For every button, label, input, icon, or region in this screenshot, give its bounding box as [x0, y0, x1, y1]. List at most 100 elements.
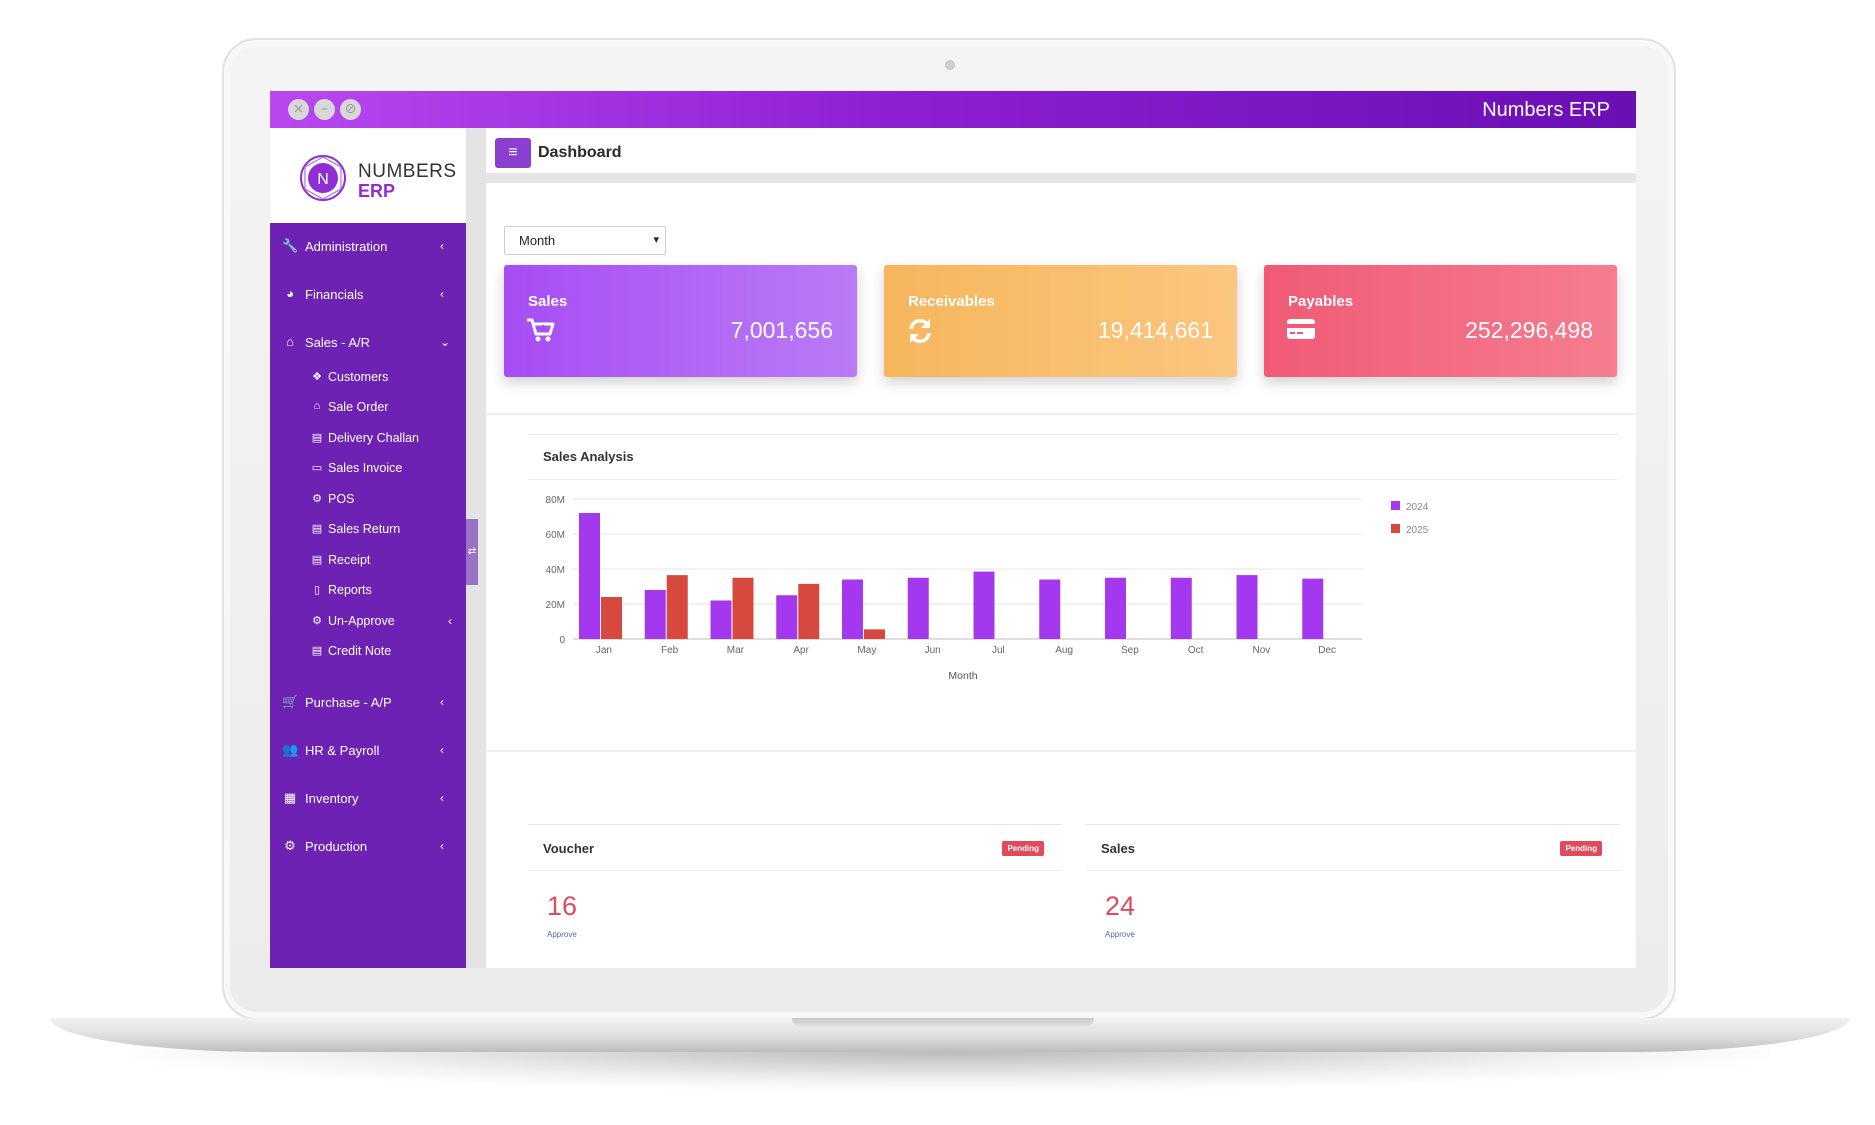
legend-label-2025: 2025 — [1406, 525, 1429, 536]
bar-2024-mar — [710, 600, 732, 639]
x-tick-label: May — [857, 645, 876, 656]
sidebar: N NUMBERS ERP 🔧 Administration ‹ ◕ Finan… — [270, 128, 466, 968]
bank-icon: ⌂ — [313, 400, 321, 412]
home-icon: ⌂ — [286, 334, 294, 349]
panel-title: Voucher — [543, 841, 595, 856]
sidebar-item-label: Financials — [305, 287, 364, 302]
submenu-item-label: Credit Note — [328, 644, 392, 658]
sales-analysis-panel: Sales Analysis 0 20M 40M 60M 80M Jan Feb Mar Apr… — [528, 434, 1618, 734]
kpi-card-payables[interactable]: Payables 252,296,498 — [1264, 265, 1617, 377]
sidebar-item-hr-payroll[interactable]: 👥 HR & Payroll ‹ — [270, 735, 466, 765]
document-icon: ▤ — [311, 432, 323, 444]
submenu-item-pos[interactable]: ⚙ POS — [270, 486, 466, 512]
submenu-item-credit-note[interactable]: ▤ Credit Note — [270, 638, 466, 664]
users-icon: 👥 — [282, 742, 299, 757]
page-header: ≡ Dashboard — [486, 128, 1636, 183]
sales-pending-panel: Sales Pending 24 Approve — [1086, 824, 1620, 944]
wrench-icon: 🔧 — [282, 238, 299, 253]
sidebar-item-production[interactable]: ⚙ Production ‹ — [270, 831, 466, 861]
submenu-item-label: Un-Approve — [328, 614, 395, 628]
window-minimize-button[interactable]: – — [314, 99, 335, 120]
bar-2024-aug — [1039, 579, 1061, 639]
y-tick-label: 60M — [546, 530, 565, 541]
voucher-pending-count[interactable]: 16 — [547, 891, 578, 921]
y-tick-label: 0 — [559, 635, 565, 646]
bar-2024-oct — [1170, 577, 1192, 639]
hamburger-menu-button[interactable]: ≡ — [495, 138, 531, 168]
bar-2025-may — [864, 629, 885, 639]
bar-2024-feb — [644, 590, 666, 639]
kpi-card-receivables[interactable]: Receivables 19,414,661 — [884, 265, 1237, 377]
kpi-title: Receivables — [908, 293, 995, 310]
submenu-item-sales-invoice[interactable]: ▭ Sales Invoice — [270, 455, 466, 481]
chevron-left-icon: ‹ — [440, 695, 444, 709]
main-content: ≡ Dashboard Month ▾ Sales 7,001,656 Rece… — [486, 128, 1636, 968]
laptop-camera — [945, 60, 955, 70]
bar-2025-apr — [798, 583, 820, 639]
warehouse-icon: ▦ — [283, 790, 297, 805]
submenu-item-label: Sale Order — [328, 400, 389, 414]
y-tick-label: 20M — [546, 600, 565, 611]
sidebar-item-purchase-ap[interactable]: 🛒 Purchase - A/P ‹ — [270, 687, 466, 717]
approve-link[interactable]: Approve — [1105, 930, 1135, 939]
submenu-item-customers[interactable]: ❖ Customers — [270, 364, 466, 390]
chevron-down-icon: ▾ — [653, 234, 659, 246]
submenu-item-label: Sales Invoice — [328, 461, 403, 475]
x-tick-label: Feb — [661, 645, 679, 656]
submenu-item-sale-order[interactable]: ⌂ Sale Order — [270, 394, 466, 420]
sidebar-item-label: HR & Payroll — [305, 743, 380, 758]
kpi-card-sales[interactable]: Sales 7,001,656 — [504, 265, 857, 377]
approve-link[interactable]: Approve — [547, 930, 577, 939]
sidebar-item-financials[interactable]: ◕ Financials ‹ — [270, 279, 466, 309]
window-close-button[interactable]: × — [288, 99, 309, 120]
kpi-value: 252,296,498 — [1465, 317, 1593, 343]
x-tick-label: Aug — [1055, 645, 1073, 656]
sidebar-collapse-handle[interactable]: ⇄ — [466, 519, 478, 585]
submenu-item-delivery-challan[interactable]: ▤ Delivery Challan — [270, 425, 466, 451]
period-select[interactable]: Month ▾ — [504, 226, 666, 255]
submenu-item-reports[interactable]: ▯ Reports — [270, 577, 466, 603]
submenu-item-label: Receipt — [328, 553, 371, 567]
document-icon: ▤ — [311, 554, 323, 566]
hamburger-icon: ≡ — [508, 144, 518, 161]
logo-mark-letter: N — [317, 171, 329, 188]
invoice-icon: ▭ — [311, 462, 323, 474]
chevron-left-icon: ‹ — [440, 839, 444, 853]
panel-divider — [1086, 870, 1620, 871]
submenu-item-label: Customers — [328, 370, 389, 384]
document-icon: ▤ — [311, 523, 323, 535]
submenu-item-label: Delivery Challan — [328, 431, 420, 445]
chart-header-divider — [528, 479, 1618, 480]
sidebar-item-label: Production — [305, 839, 368, 854]
y-tick-label: 40M — [546, 565, 565, 576]
sidebar-item-inventory[interactable]: ▦ Inventory ‹ — [270, 783, 466, 813]
sidebar-item-sales-ar[interactable]: ⌂ Sales - A/R ⌄ — [270, 327, 466, 357]
submenu-item-receipt[interactable]: ▤ Receipt — [270, 547, 466, 573]
sidebar-item-administration[interactable]: 🔧 Administration ‹ — [270, 231, 466, 261]
cart-plus-icon — [527, 318, 555, 342]
legend-label-2024: 2024 — [1406, 502, 1429, 513]
bar-2024-jul — [973, 571, 995, 639]
chevron-left-icon: ‹ — [440, 743, 444, 757]
submenu-item-sales-return[interactable]: ▤ Sales Return — [270, 516, 466, 542]
bar-2024-apr — [776, 595, 798, 639]
pending-badge[interactable]: Pending — [1002, 841, 1044, 856]
window-maximize-button[interactable]: ⊘ — [340, 99, 361, 120]
app-screen: × – ⊘ Numbers ERP N NUMBERS ERP 🔧 Admini… — [270, 91, 1636, 968]
chevron-left-icon: ‹ — [448, 614, 452, 628]
logo[interactable]: N NUMBERS ERP — [270, 128, 466, 223]
cog-icon: ⚙ — [312, 493, 322, 505]
bar-2024-sep — [1105, 577, 1126, 639]
chart-title: Sales Analysis — [543, 449, 634, 464]
sidebar-item-label: Inventory — [305, 791, 359, 806]
section-divider — [486, 750, 1636, 752]
page-title: Dashboard — [538, 144, 622, 161]
sales-pending-count[interactable]: 24 — [1105, 891, 1136, 921]
pending-badge[interactable]: Pending — [1560, 841, 1602, 856]
bar-2024-dec — [1302, 578, 1324, 639]
laptop-shadow — [130, 1050, 1770, 1090]
submenu-item-label: Reports — [328, 583, 372, 597]
submenu-item-un-approve[interactable]: ⚙ Un-Approve ‹ — [270, 608, 466, 634]
chevron-left-icon: ‹ — [440, 239, 444, 253]
submenu-item-label: POS — [328, 492, 355, 506]
